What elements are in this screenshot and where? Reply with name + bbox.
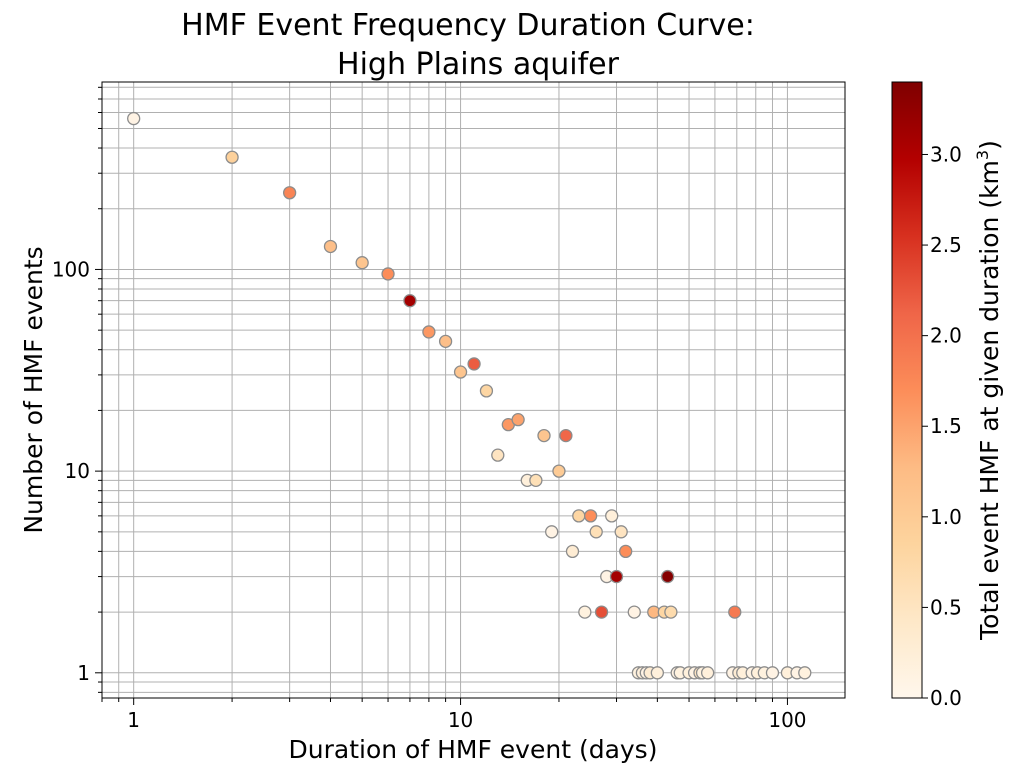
colorbar-tick-label: 1.0 (930, 505, 962, 529)
data-point (609, 569, 624, 584)
colorbar: 0.0 0.5 1.0 1.5 2.0 2.5 3.0 Total event HMF at… (891, 81, 1004, 710)
data-point (559, 428, 573, 443)
colorbar-tick-label: 1.5 (930, 414, 962, 438)
data-point (583, 509, 598, 523)
data-point (660, 569, 675, 584)
x-tick-label: 10 (448, 708, 473, 732)
data-point (565, 544, 580, 559)
data-point (403, 294, 417, 308)
axes-frame (101, 81, 846, 699)
x-axis-label: Duration of HMF event (days) (289, 735, 658, 764)
data-point (572, 509, 586, 523)
data-point (479, 384, 494, 398)
colorbar-ticks: 0.0 0.5 1.0 1.5 2.0 2.5 3.0 (922, 142, 962, 710)
data-point (453, 365, 468, 379)
data-point (650, 666, 665, 680)
x-tick-label: 100 (768, 708, 806, 732)
data-point (422, 325, 436, 339)
data-point (381, 267, 395, 281)
data-point (614, 525, 628, 539)
data-point (127, 111, 141, 126)
colorbar-tick-label: 0.0 (930, 686, 962, 710)
data-point (664, 605, 678, 619)
data-point (605, 509, 619, 523)
y-tick-label: 1 (77, 661, 90, 685)
data-point (765, 666, 780, 680)
data-point (627, 605, 641, 619)
y-axis-label: Number of HMF events (19, 246, 48, 533)
data-point (578, 605, 592, 619)
data-point (728, 605, 742, 619)
colorbar-tick-label: 0.5 (930, 595, 962, 619)
data-point (467, 357, 481, 371)
colorbar-tick-label: 2.5 (930, 233, 962, 257)
y-axis-ticks: 1 10 100 (52, 86, 102, 693)
chart-subtitle: High Plains aquifer (337, 47, 620, 82)
data-point (282, 186, 297, 200)
x-tick-label: 1 (127, 708, 140, 732)
colorbar-gradient (891, 81, 923, 699)
chart-title: HMF Event Frequency Duration Curve: (181, 8, 755, 43)
grid-lines (101, 82, 845, 698)
data-point (438, 334, 453, 349)
data-point (323, 239, 338, 254)
data-points (127, 111, 812, 680)
data-point (355, 256, 369, 270)
data-point (529, 473, 543, 488)
colorbar-label-superscript: 3 (973, 150, 992, 160)
data-point (589, 525, 603, 539)
plot-area: 1 10 100 1 10 100 (52, 81, 846, 732)
x-axis-ticks: 1 10 100 (101, 698, 807, 732)
y-tick-label: 100 (52, 257, 90, 281)
data-point (511, 412, 525, 427)
data-point (594, 605, 609, 619)
data-point (798, 666, 812, 680)
colorbar-tick-label: 2.0 (930, 324, 962, 348)
data-point (552, 464, 566, 478)
y-tick-label: 10 (65, 459, 90, 483)
colorbar-label: Total event HMF at given duration (km3) (973, 140, 1004, 641)
colorbar-tick-label: 3.0 (930, 142, 962, 166)
data-point (491, 448, 505, 462)
data-point (700, 666, 715, 680)
data-point (619, 544, 633, 559)
data-point (225, 150, 239, 164)
data-point (537, 428, 551, 443)
data-point (545, 525, 559, 539)
